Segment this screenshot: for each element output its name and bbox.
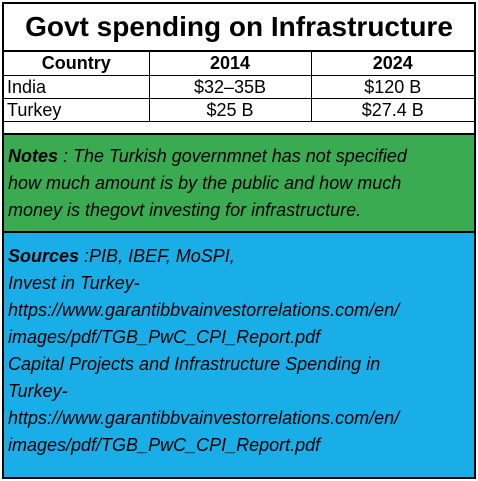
source-url: images/pdf/TGB_PwC_CPI_Report.pdf: [8, 435, 321, 455]
cell-country: India: [4, 74, 150, 99]
source-url: https://www.garantibbvainvestorrelations…: [8, 300, 400, 320]
cell-2024: $120 B: [310, 74, 474, 99]
cell-2024: $27.4 B: [310, 97, 474, 122]
header-country: Country: [4, 52, 150, 76]
sources-text: :PIB, IBEF, MoSPI,: [79, 246, 235, 266]
sources-line: Invest in Turkey-: [8, 273, 140, 293]
sheet-title: Govt spending on Infrastructure: [4, 4, 474, 52]
notes-line: Notes : The Turkish governmnet has not s…: [8, 143, 470, 170]
notes-line: how much amount is by the public and how…: [8, 173, 402, 193]
header-2024: 2024: [310, 52, 474, 76]
notes-text: : The Turkish governmnet has not specifi…: [58, 146, 407, 166]
table-row: Turkey $25 B $27.4 B: [4, 97, 474, 122]
source-url: images/pdf/TGB_PwC_CPI_Report.pdf: [8, 327, 321, 347]
notes-box: Notes : The Turkish governmnet has not s…: [4, 133, 474, 233]
spending-table: Country 2014 2024 India $32–35B $120 B T…: [4, 52, 474, 122]
cell-country: Turkey: [4, 97, 150, 122]
sources-line: Turkey-: [8, 381, 68, 401]
cell-2014: $25 B: [148, 97, 312, 122]
table-row: India $32–35B $120 B: [4, 74, 474, 99]
header-2014: 2014: [148, 52, 312, 76]
sources-box: Sources :PIB, IBEF, MoSPI, Invest in Tur…: [4, 233, 474, 477]
notes-label: Notes: [8, 146, 59, 166]
sources-line: Capital Projects and Infrastructure Spen…: [8, 354, 381, 374]
sources-line: Sources :PIB, IBEF, MoSPI,: [8, 243, 470, 270]
cell-2014: $32–35B: [148, 74, 312, 99]
sources-label: Sources: [8, 246, 80, 266]
notes-line: money is thegovt investing for infrastru…: [8, 200, 362, 220]
source-url: https://www.garantibbvainvestorrelations…: [8, 408, 400, 428]
table-header-row: Country 2014 2024: [4, 52, 474, 76]
